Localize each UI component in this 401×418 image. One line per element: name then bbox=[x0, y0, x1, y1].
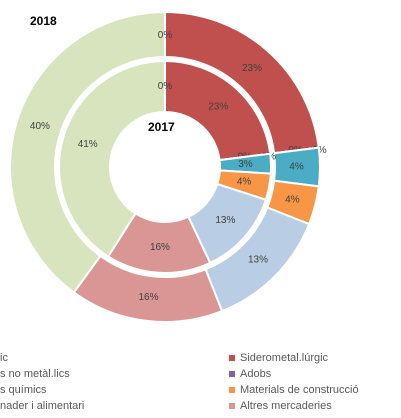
data-label: 4% bbox=[285, 194, 300, 205]
legend-label: Siderometal.lúrgic bbox=[240, 352, 329, 364]
data-label: 40% bbox=[30, 121, 50, 132]
legend-marker bbox=[229, 371, 235, 377]
data-label: 0% bbox=[158, 30, 173, 41]
data-label: 16% bbox=[150, 242, 170, 253]
legend-label: s químics bbox=[0, 384, 47, 396]
data-label: 3% bbox=[238, 159, 253, 170]
legend-label: ic bbox=[0, 352, 8, 364]
data-label: 23% bbox=[242, 63, 262, 74]
data-label: 13% bbox=[215, 215, 235, 226]
legend-marker bbox=[229, 387, 235, 393]
legend-label: Altres mercaderies bbox=[240, 400, 332, 412]
legend-label: Adobs bbox=[240, 368, 272, 380]
data-label: 0% bbox=[158, 81, 173, 92]
legend-label: nader i alimentari bbox=[0, 400, 84, 412]
legend-marker bbox=[229, 403, 235, 409]
legend-label: Materials de construcció bbox=[240, 384, 359, 396]
legend-label: s no metàl.lics bbox=[0, 368, 70, 380]
data-label: 4% bbox=[237, 177, 252, 188]
legend-marker bbox=[229, 355, 235, 361]
data-label: 16% bbox=[139, 292, 159, 303]
outer-series-label: 2018 bbox=[30, 14, 57, 28]
inner-series-label: 2017 bbox=[148, 120, 175, 134]
donut-slice bbox=[9, 10, 166, 294]
donut-slice bbox=[58, 59, 166, 258]
data-label: 41% bbox=[78, 139, 98, 150]
donut-slice bbox=[164, 59, 272, 162]
data-label: 23% bbox=[208, 101, 228, 112]
data-label: 4% bbox=[289, 162, 304, 173]
data-label: 13% bbox=[248, 255, 268, 266]
